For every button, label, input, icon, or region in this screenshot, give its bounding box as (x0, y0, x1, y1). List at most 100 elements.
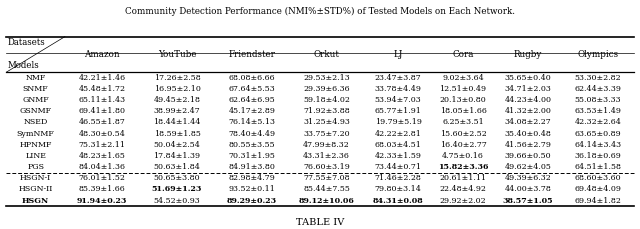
Text: 18.59±1.85: 18.59±1.85 (154, 130, 200, 138)
Text: 41.32±2.00: 41.32±2.00 (504, 107, 552, 115)
Text: 77.55±7.08: 77.55±7.08 (303, 174, 350, 182)
Text: 79.80±3.14: 79.80±3.14 (374, 185, 421, 193)
Text: 50.63±1.84: 50.63±1.84 (154, 163, 200, 171)
Text: 53.94±7.03: 53.94±7.03 (374, 96, 421, 104)
Text: YouTube: YouTube (158, 50, 196, 59)
Text: 63.53±1.49: 63.53±1.49 (575, 107, 621, 115)
Text: 4.75±0.16: 4.75±0.16 (442, 152, 484, 160)
Text: 38.57±1.05: 38.57±1.05 (502, 196, 554, 204)
Text: 17.26±2.58: 17.26±2.58 (154, 74, 200, 82)
Text: Datasets: Datasets (8, 38, 45, 47)
Text: 63.65±0.89: 63.65±0.89 (575, 130, 621, 138)
Text: 17.84±1.39: 17.84±1.39 (154, 152, 200, 160)
Text: 68.08±6.66: 68.08±6.66 (228, 74, 275, 82)
Text: 93.52±0.11: 93.52±0.11 (228, 185, 275, 193)
Text: Amazon: Amazon (84, 50, 120, 59)
Text: 41.56±2.79: 41.56±2.79 (504, 141, 552, 149)
Text: 45.48±1.72: 45.48±1.72 (79, 85, 126, 93)
Text: 29.39±6.36: 29.39±6.36 (303, 85, 350, 93)
Text: PGS: PGS (27, 163, 44, 171)
Text: 35.65±0.40: 35.65±0.40 (504, 74, 551, 82)
Text: 62.44±3.39: 62.44±3.39 (575, 85, 621, 93)
Text: 89.29±0.23: 89.29±0.23 (227, 196, 277, 204)
Text: 76.01±1.52: 76.01±1.52 (79, 174, 125, 182)
Text: 22.48±4.92: 22.48±4.92 (440, 185, 486, 193)
Text: 67.64±5.53: 67.64±5.53 (228, 85, 275, 93)
Text: NSED: NSED (24, 118, 48, 126)
Text: 48.23±1.65: 48.23±1.65 (79, 152, 125, 160)
Text: 19.79±5.19: 19.79±5.19 (374, 118, 421, 126)
Text: 42.32±2.64: 42.32±2.64 (575, 118, 621, 126)
Text: 85.44±7.55: 85.44±7.55 (303, 185, 350, 193)
Text: 33.78±4.49: 33.78±4.49 (374, 85, 421, 93)
Text: 20.13±0.80: 20.13±0.80 (440, 96, 486, 104)
Text: TABLE IV: TABLE IV (296, 218, 344, 227)
Text: 36.18±0.69: 36.18±0.69 (575, 152, 621, 160)
Text: NMF: NMF (26, 74, 46, 82)
Text: LJ: LJ (394, 50, 403, 59)
Text: 15.60±2.52: 15.60±2.52 (440, 130, 486, 138)
Text: 71.46±2.28: 71.46±2.28 (374, 174, 421, 182)
Text: 29.53±2.13: 29.53±2.13 (303, 74, 350, 82)
Text: 6.25±3.51: 6.25±3.51 (442, 118, 484, 126)
Text: Friendster: Friendster (228, 50, 275, 59)
Text: 75.31±2.11: 75.31±2.11 (79, 141, 126, 149)
Text: 54.52±0.93: 54.52±0.93 (154, 196, 200, 204)
Text: 50.65±3.80: 50.65±3.80 (154, 174, 200, 182)
Text: 18.44±1.44: 18.44±1.44 (154, 118, 201, 126)
Text: Cora: Cora (452, 50, 474, 59)
Text: 50.04±2.54: 50.04±2.54 (154, 141, 200, 149)
Text: SymNMF: SymNMF (17, 130, 54, 138)
Text: 9.02±3.64: 9.02±3.64 (442, 74, 484, 82)
Text: 65.11±1.43: 65.11±1.43 (79, 96, 126, 104)
Text: 51.69±1.23: 51.69±1.23 (152, 185, 202, 193)
Text: 85.39±1.66: 85.39±1.66 (79, 185, 125, 193)
Text: 78.40±4.49: 78.40±4.49 (228, 130, 275, 138)
Text: 48.30±0.54: 48.30±0.54 (79, 130, 125, 138)
Text: 64.51±1.58: 64.51±1.58 (574, 163, 621, 171)
Text: 44.23±4.00: 44.23±4.00 (504, 96, 552, 104)
Text: GSNMF: GSNMF (20, 107, 52, 115)
Text: HSGN-I: HSGN-I (20, 174, 51, 182)
Text: 53.30±2.82: 53.30±2.82 (575, 74, 621, 82)
Text: 35.40±0.48: 35.40±0.48 (504, 130, 552, 138)
Text: 20.61±1.11: 20.61±1.11 (440, 174, 486, 182)
Text: 46.55±1.87: 46.55±1.87 (79, 118, 125, 126)
Text: Community Detection Performance (NMI%±STD%) of Tested Models on Each Network.: Community Detection Performance (NMI%±ST… (125, 7, 515, 16)
Text: 42.21±1.46: 42.21±1.46 (79, 74, 126, 82)
Text: 23.47±3.87: 23.47±3.87 (374, 74, 421, 82)
Text: Orkut: Orkut (314, 50, 339, 59)
Text: 68.60±3.60: 68.60±3.60 (575, 174, 621, 182)
Text: 84.91±3.80: 84.91±3.80 (228, 163, 275, 171)
Text: 12.51±0.49: 12.51±0.49 (440, 85, 486, 93)
Text: 45.17±2.89: 45.17±2.89 (228, 107, 275, 115)
Text: 34.08±2.27: 34.08±2.27 (504, 118, 551, 126)
Text: 64.14±3.43: 64.14±3.43 (574, 141, 621, 149)
Text: 49.45±2.18: 49.45±2.18 (154, 96, 200, 104)
Text: 69.94±1.82: 69.94±1.82 (575, 196, 621, 204)
Text: 84.04±1.36: 84.04±1.36 (79, 163, 126, 171)
Text: 44.00±3.78: 44.00±3.78 (504, 185, 552, 193)
Text: 68.03±4.51: 68.03±4.51 (374, 141, 421, 149)
Text: 76.14±5.13: 76.14±5.13 (228, 118, 275, 126)
Text: 49.62±4.05: 49.62±4.05 (504, 163, 552, 171)
Text: 47.99±8.32: 47.99±8.32 (303, 141, 350, 149)
Text: 18.05±1.66: 18.05±1.66 (440, 107, 486, 115)
Text: 31.25±4.93: 31.25±4.93 (303, 118, 350, 126)
Text: 69.48±4.09: 69.48±4.09 (575, 185, 621, 193)
Text: 42.33±1.59: 42.33±1.59 (374, 152, 421, 160)
Text: 59.18±4.02: 59.18±4.02 (303, 96, 350, 104)
Text: HSGN-II: HSGN-II (19, 185, 53, 193)
Text: 70.31±1.95: 70.31±1.95 (228, 152, 275, 160)
Text: 89.12±10.06: 89.12±10.06 (299, 196, 355, 204)
Text: 65.77±1.91: 65.77±1.91 (374, 107, 421, 115)
Text: 33.75±7.20: 33.75±7.20 (303, 130, 350, 138)
Text: 55.08±3.33: 55.08±3.33 (575, 96, 621, 104)
Text: 76.60±3.19: 76.60±3.19 (303, 163, 350, 171)
Text: 73.44±0.71: 73.44±0.71 (374, 163, 422, 171)
Text: 16.40±2.77: 16.40±2.77 (440, 141, 486, 149)
Text: 71.92±3.88: 71.92±3.88 (303, 107, 350, 115)
Text: Olympics: Olympics (577, 50, 618, 59)
Text: 91.94±0.23: 91.94±0.23 (77, 196, 127, 204)
Text: SNMF: SNMF (23, 85, 49, 93)
